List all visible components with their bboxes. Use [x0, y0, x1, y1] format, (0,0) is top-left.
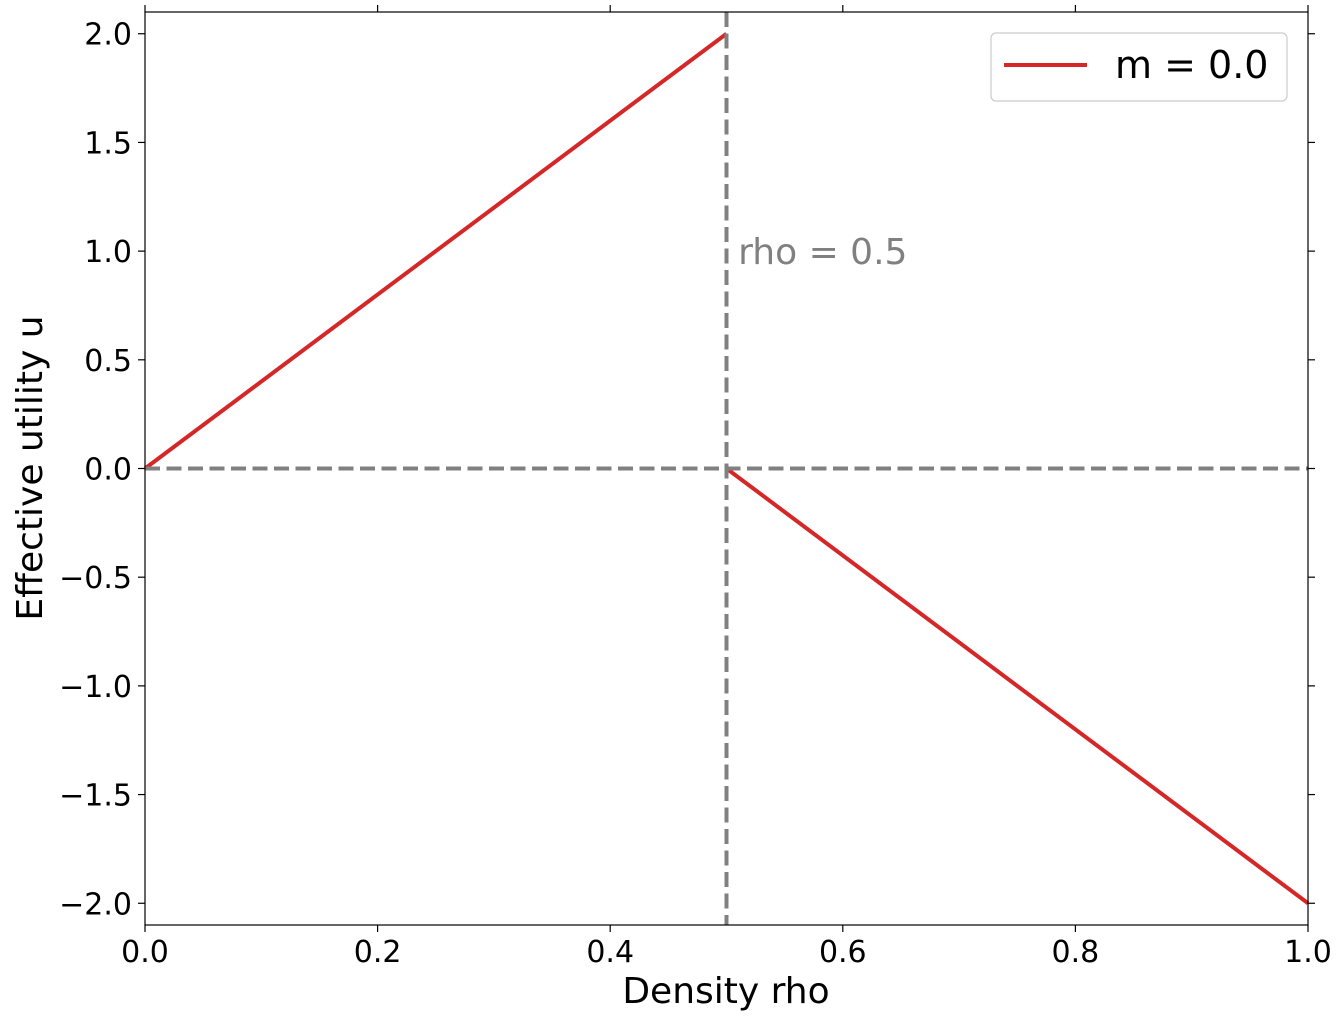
- legend-label: m = 0.0: [1115, 43, 1268, 87]
- y-tick-label: −1.5: [59, 779, 132, 814]
- x-tick-label: 0.2: [354, 935, 402, 970]
- series-line-segment: [725, 466, 1310, 905]
- series-line-segment: [143, 32, 728, 471]
- y-tick-label: −1.0: [59, 670, 132, 705]
- y-axis-ticks: 2.0 1.5 1.0 0.5 0.0 −0.5 −1.0 −1.5 −2.0: [59, 18, 1315, 922]
- x-axis-ticks: 0.0 0.2 0.4 0.6 0.8 1.0: [121, 5, 1332, 970]
- y-tick-label: 2.0: [84, 18, 132, 53]
- x-tick-label: 0.8: [1052, 935, 1100, 970]
- legend: m = 0.0: [990, 32, 1288, 102]
- y-tick-label: −0.5: [59, 561, 132, 596]
- x-tick-label: 0.4: [586, 935, 634, 970]
- y-axis-label: Effective utility u: [10, 315, 51, 620]
- annotation-label: rho = 0.5: [738, 232, 907, 273]
- plot-marks: rho = 0.5: [143, 12, 1310, 925]
- y-tick-label: 1.5: [84, 126, 132, 161]
- y-tick-label: −2.0: [59, 887, 132, 922]
- y-tick-label: 1.0: [84, 235, 132, 270]
- x-tick-label: 0.0: [121, 935, 169, 970]
- y-tick-label: 0.5: [84, 344, 132, 379]
- y-tick-label: 0.0: [84, 453, 132, 488]
- x-tick-label: 0.6: [819, 935, 867, 970]
- x-axis-label: Density rho: [622, 971, 829, 1012]
- legend-box: [990, 32, 1288, 102]
- x-tick-label: 1.0: [1284, 935, 1332, 970]
